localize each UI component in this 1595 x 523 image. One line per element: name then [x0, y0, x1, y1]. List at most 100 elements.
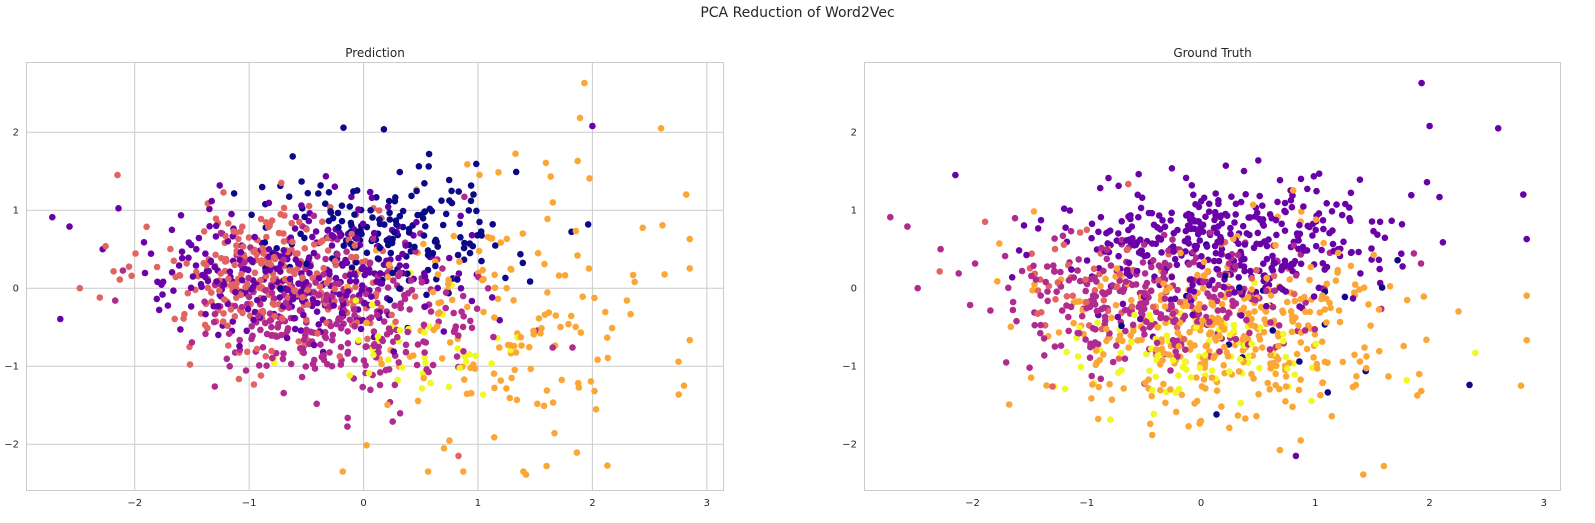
scatter-point	[348, 253, 355, 261]
scatter-point	[266, 310, 274, 317]
scatter-point	[1207, 329, 1215, 337]
scatter-point	[1148, 392, 1155, 400]
scatter-point	[1034, 225, 1042, 232]
scatter-point	[496, 344, 503, 351]
scatter-point	[1274, 198, 1281, 206]
scatter-point	[250, 316, 257, 324]
scatter-point	[424, 468, 432, 475]
scatter-point	[1365, 301, 1372, 308]
scatter-point	[577, 329, 585, 336]
scatter-point	[268, 331, 276, 339]
scatter-point	[1057, 268, 1064, 276]
scatter-point	[1353, 373, 1360, 380]
scatter-point	[1301, 247, 1308, 254]
scatter-point	[305, 202, 313, 210]
scatter-point	[1167, 367, 1174, 374]
scatter-point	[1320, 239, 1327, 247]
scatter-point	[1051, 245, 1059, 253]
scatter-points	[887, 79, 1530, 478]
scatter-point	[1198, 252, 1205, 260]
scatter-point	[1248, 275, 1256, 282]
scatter-point	[1142, 283, 1149, 290]
scatter-point	[322, 296, 330, 304]
scatter-point	[204, 284, 212, 292]
scatter-point	[317, 239, 324, 246]
scatter-point	[1054, 279, 1062, 286]
scatter-point	[1243, 316, 1250, 324]
scatter-point	[1218, 300, 1226, 308]
scatter-point	[557, 323, 564, 331]
scatter-point	[422, 222, 429, 230]
scatter-point	[1289, 403, 1296, 411]
scatter-point	[1185, 240, 1192, 247]
scatter-point	[227, 306, 235, 313]
scatter-point	[1420, 293, 1428, 300]
scatter-point	[1252, 346, 1259, 353]
scatter-point	[1341, 293, 1349, 301]
scatter-point	[1202, 213, 1209, 220]
scatter-point	[1363, 364, 1370, 372]
scatter-point	[1288, 328, 1296, 336]
scatter-point	[301, 213, 308, 221]
scatter-point	[402, 262, 410, 270]
scatter-point	[425, 163, 433, 170]
scatter-point	[1137, 204, 1145, 212]
scatter-point	[1347, 189, 1355, 197]
scatter-point	[1226, 331, 1234, 339]
scatter-point	[1105, 174, 1112, 182]
scatter-point	[259, 344, 267, 351]
scatter-point	[298, 373, 306, 381]
scatter-point	[1212, 249, 1220, 257]
scatter-point	[1121, 355, 1129, 363]
scatter-point	[456, 258, 463, 266]
scatter-point	[1141, 291, 1149, 299]
scatter-point	[374, 299, 381, 307]
scatter-point	[527, 365, 534, 373]
scatter-point	[338, 217, 346, 225]
scatter-point	[102, 242, 109, 250]
scatter-point	[994, 278, 1001, 285]
scatter-point	[183, 260, 190, 267]
scatter-point	[1199, 285, 1207, 292]
scatter-point	[1281, 257, 1289, 265]
scatter-point	[592, 406, 600, 413]
scatter-point	[497, 239, 505, 246]
scatter-point	[322, 334, 330, 342]
scatter-point	[181, 310, 188, 318]
scatter-point	[301, 234, 308, 242]
scatter-point	[1324, 389, 1332, 396]
scatter-point	[1052, 296, 1059, 303]
scatter-point	[399, 250, 406, 258]
scatter-point	[310, 249, 318, 257]
scatter-point	[1293, 350, 1301, 358]
scatter-point	[1193, 397, 1201, 405]
scatter-point	[1231, 289, 1238, 296]
scatter-point	[340, 124, 347, 131]
scatter-point	[1315, 284, 1323, 292]
scatter-point	[314, 330, 321, 337]
scatter-point	[937, 245, 944, 253]
scatter-point	[1232, 335, 1240, 343]
scatter-point	[1275, 322, 1283, 329]
scatter-point	[1307, 263, 1315, 271]
scatter-point	[429, 288, 437, 296]
scatter-point	[208, 197, 215, 205]
scatter-point	[211, 383, 219, 390]
scatter-point	[507, 265, 514, 273]
scatter-point	[1076, 277, 1084, 285]
scatter-point	[661, 271, 668, 278]
scatter-point	[1215, 197, 1222, 204]
scatter-point	[348, 264, 356, 272]
scatter-point	[216, 182, 223, 189]
scatter-point	[175, 262, 183, 269]
scatter-point	[317, 341, 324, 348]
scatter-point	[1213, 387, 1221, 395]
scatter-point	[971, 260, 979, 267]
scatter-point	[1423, 178, 1431, 186]
scatter-point	[1186, 276, 1194, 283]
scatter-point	[1295, 322, 1302, 329]
scatter-point	[1201, 351, 1209, 359]
scatter-point	[328, 242, 336, 249]
scatter-point	[1133, 239, 1141, 246]
scatter-point	[1059, 232, 1067, 240]
